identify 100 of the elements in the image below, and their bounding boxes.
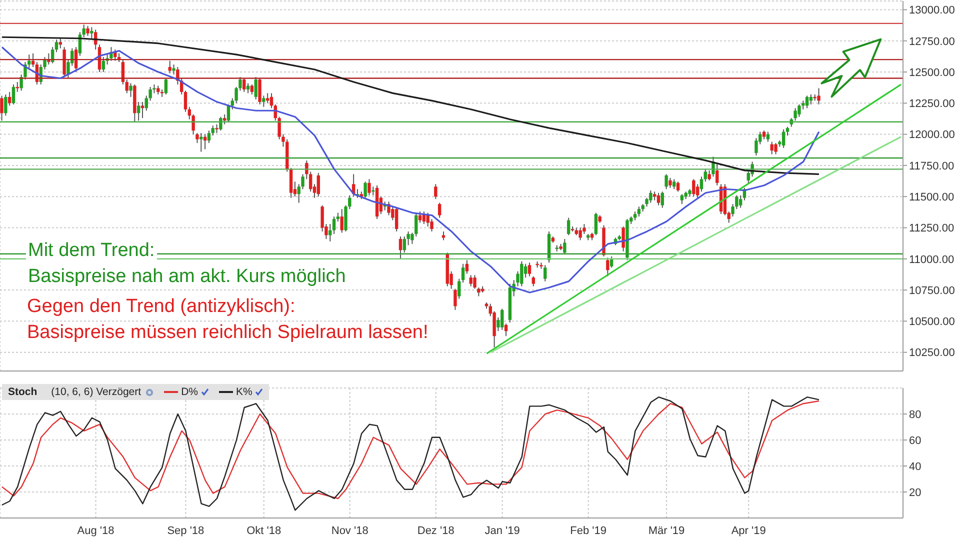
x-tick-label: Sep '18 — [167, 524, 204, 537]
candlestick — [817, 88, 820, 105]
candlestick — [606, 257, 610, 277]
candlestick — [418, 211, 422, 224]
chart-subtitle: (10, 6, 6) Verzögert — [51, 386, 142, 398]
y-tick-label: 80 — [909, 408, 922, 421]
candlestick — [668, 177, 672, 188]
y-tick-label: 12250.00 — [909, 98, 955, 110]
candlestick — [207, 130, 211, 144]
candlestick — [766, 131, 770, 142]
candlestick — [125, 78, 128, 94]
candlestick — [566, 217, 570, 236]
y-tick-label: 20 — [909, 486, 922, 499]
candlestick — [578, 227, 582, 241]
candlestick — [219, 116, 222, 132]
legend-label: K% — [236, 386, 252, 398]
candlestick — [692, 178, 696, 198]
candlestick — [414, 212, 418, 237]
y-tick-label: 11750.00 — [909, 160, 954, 172]
x-tick-label: Aug '18 — [77, 524, 114, 537]
x-tick-label: Dez '18 — [417, 524, 454, 537]
candlestick — [473, 274, 476, 290]
candlestick — [211, 125, 214, 136]
candlestick — [129, 82, 132, 98]
candlestick — [700, 176, 704, 192]
candlestick — [458, 278, 461, 300]
candlestick — [469, 274, 472, 287]
candlestick — [532, 276, 535, 287]
candlestick — [622, 226, 625, 252]
y-tick-label: 11500.00 — [909, 191, 954, 204]
candlestick — [200, 132, 203, 152]
candlestick — [794, 108, 797, 122]
x-tick-label: Jan '19 — [484, 524, 520, 537]
candlestick — [398, 236, 402, 260]
candlestick — [262, 95, 266, 108]
candlestick — [258, 78, 262, 105]
candlestick — [250, 84, 254, 95]
candlestick — [136, 101, 140, 122]
candlestick — [696, 184, 700, 198]
y-tick-label: 13000.00 — [909, 4, 955, 17]
candlestick — [465, 260, 469, 274]
candlestick — [8, 91, 12, 106]
candlestick — [520, 260, 524, 287]
candlestick — [368, 178, 371, 196]
candlestick — [289, 167, 293, 198]
annotation: Mit dem Trend: — [26, 240, 157, 262]
candlestick — [660, 191, 664, 208]
legend-label: D% — [181, 386, 198, 398]
candlestick — [86, 25, 90, 36]
candlestick — [270, 92, 274, 109]
candlestick — [504, 323, 508, 337]
candlestick — [266, 92, 270, 104]
candlestick — [12, 84, 16, 105]
annotation: Basispreise müssen reichlich Spielraum lassen! — [25, 322, 430, 344]
annotation: Basispreise nah am akt. Kurs möglich — [26, 266, 348, 288]
y-tick-label: 40 — [909, 460, 922, 473]
y-tick-label: 12500.00 — [909, 66, 955, 79]
candlestick — [246, 82, 250, 94]
candlestick — [672, 178, 676, 190]
x-tick-label: Apr '19 — [731, 524, 766, 537]
candlestick — [164, 78, 168, 95]
candlestick — [316, 172, 320, 198]
candlestick — [664, 174, 668, 190]
candlestick — [461, 263, 465, 284]
candlestick — [74, 46, 78, 73]
candlestick — [774, 142, 778, 155]
candlestick — [242, 78, 246, 92]
candlestick — [168, 60, 172, 74]
candlestick — [805, 95, 809, 109]
candlestick — [0, 95, 4, 122]
y-tick-label: 10750.00 — [909, 284, 955, 297]
candlestick — [782, 128, 786, 149]
candlestick — [594, 212, 598, 236]
line-series — [1, 36, 820, 175]
candlestick — [102, 56, 105, 73]
candlestick — [364, 181, 367, 198]
candlestick — [649, 190, 652, 204]
candlestick — [716, 164, 719, 186]
annotation: Gegen den Trend (antizyklisch): — [25, 296, 298, 318]
candlestick — [798, 104, 801, 118]
y-tick-label: 12000.00 — [909, 129, 955, 142]
candlestick — [544, 264, 547, 282]
candlestick — [402, 236, 406, 254]
x-tick-label: Feb '19 — [570, 524, 606, 537]
x-tick-label: Nov '18 — [331, 524, 368, 537]
candlestick — [222, 114, 226, 125]
candlestick — [738, 194, 742, 208]
candlestick — [438, 202, 442, 218]
line-series — [1, 46, 820, 294]
candlestick — [680, 194, 684, 205]
y-tick-label: 60 — [909, 434, 922, 447]
y-tick-label: 11250.00 — [909, 222, 954, 235]
candlestick — [434, 184, 438, 200]
candlestick — [676, 181, 680, 192]
candlestick — [328, 223, 332, 242]
candlestick — [4, 94, 8, 116]
candlestick — [340, 208, 344, 234]
candlestick — [82, 24, 86, 38]
candlestick — [54, 39, 58, 53]
candlestick — [254, 76, 258, 100]
